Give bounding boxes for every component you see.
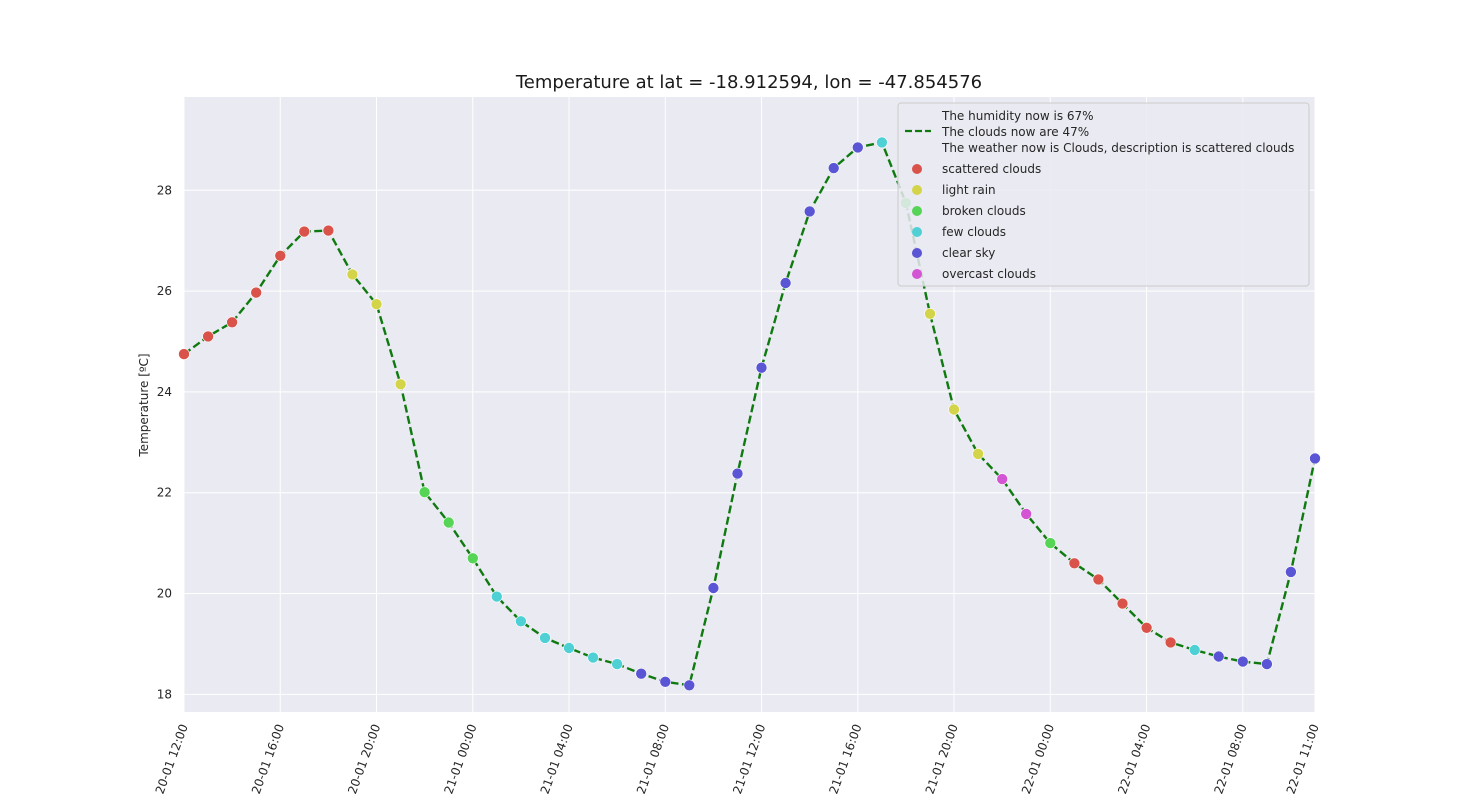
legend-marker [912,206,922,216]
y-tick-label: 24 [157,385,172,399]
legend-line-label-2: The clouds now are 47% [941,125,1089,139]
data-point [1261,658,1273,670]
data-point [490,590,503,603]
legend-box [897,102,1310,287]
data-point [1309,452,1321,465]
data-point [972,448,984,460]
legend-category-label: overcast clouds [942,267,1036,281]
legend-category-label: few clouds [942,225,1006,239]
data-point [178,348,190,360]
data-point [515,615,527,628]
legend-category-label: broken clouds [942,204,1026,218]
data-point [226,316,238,329]
data-point [202,330,214,343]
data-point [298,225,311,238]
data-point [635,667,648,680]
data-point [274,250,287,262]
data-point [539,632,551,644]
legend-line-label-1: The humidity now is 67% [941,109,1094,123]
y-tick-label: 28 [157,183,172,197]
y-tick-label: 18 [157,687,172,701]
data-point [563,642,575,654]
y-tick-label: 26 [157,284,172,298]
data-point [587,651,599,664]
data-point [1068,557,1081,570]
data-point [1020,508,1032,520]
legend: The humidity now is 67% The clouds now a… [897,102,1310,287]
data-point [1116,597,1129,610]
data-point [418,486,431,499]
data-points [178,136,1321,692]
data-point [851,141,864,154]
data-point [803,205,816,218]
data-point [1212,650,1225,663]
data-point [779,277,792,289]
data-point [948,403,960,416]
data-point [322,224,335,237]
data-point [611,658,623,670]
data-point [394,378,407,391]
legend-marker [912,269,922,279]
data-point [827,162,840,174]
y-tick-label: 20 [157,587,172,601]
data-point [1140,621,1153,634]
data-point [659,675,672,688]
data-point [370,298,383,311]
data-point [250,286,263,299]
legend-marker [912,164,922,174]
legend-category-label: scattered clouds [942,162,1041,176]
data-point [1044,537,1057,549]
data-point [755,361,768,374]
legend-marker [912,185,922,195]
data-point [346,268,359,281]
legend-category-label: light rain [942,183,996,197]
data-point [707,582,720,594]
data-point [1285,566,1297,578]
data-point [876,136,888,149]
legend-category-label: clear sky [942,246,995,260]
data-point [1092,573,1105,586]
data-point [683,679,696,692]
grid [183,97,1316,712]
legend-marker [912,248,922,258]
data-point [1188,644,1201,656]
legend-marker [912,227,922,237]
data-point [731,467,744,480]
data-point [466,552,479,565]
legend-categories: scattered clouds light rain broken clouds f… [912,162,1041,281]
y-axis-label: Temperature [ºC] [137,353,151,457]
data-point [996,473,1009,485]
data-point [1237,655,1249,668]
y-tick-label: 22 [157,486,172,500]
data-point [1164,636,1177,649]
data-point [924,307,936,320]
data-point [442,516,455,529]
chart-title: Temperature at lat = -18.912594, lon = -… [515,72,982,93]
y-axis-ticks: 18 20 22 24 26 28 [157,183,172,701]
legend-line-label-3: The weather now is Clouds, description i… [941,141,1294,155]
